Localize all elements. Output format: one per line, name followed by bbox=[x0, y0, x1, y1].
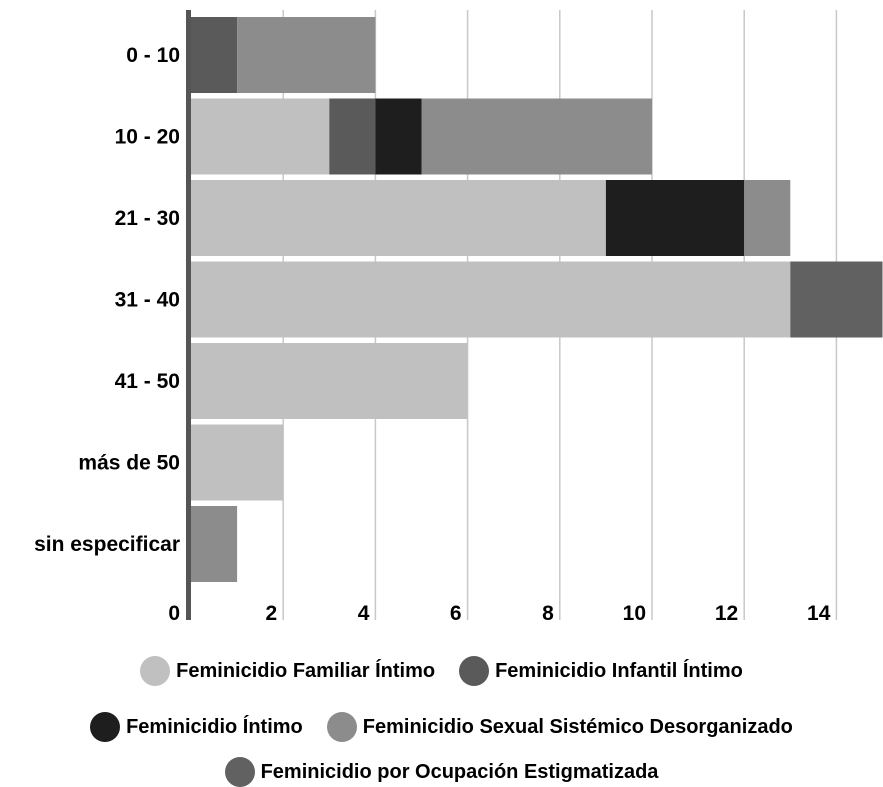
x-tick-label: 4 bbox=[358, 602, 370, 625]
category-label: sin especificar bbox=[34, 533, 180, 556]
bar-segment bbox=[191, 98, 330, 175]
category-label: 10 - 20 bbox=[115, 126, 180, 149]
legend-swatch-intimo bbox=[90, 712, 121, 742]
x-tick-labels: 0 2 4 6 8 10 12 14 bbox=[168, 602, 830, 625]
category-label: 41 - 50 bbox=[115, 370, 180, 393]
bar-segment bbox=[191, 261, 791, 338]
category-labels: 0 - 10 10 - 20 21 - 30 31 - 40 41 - 50 más de… bbox=[34, 44, 180, 556]
x-tick-label: 10 bbox=[623, 602, 646, 625]
legend-label-ocupacion-estigmatizada: Feminicidio por Ocupación Estigmatizada bbox=[260, 760, 659, 783]
bar-segment bbox=[329, 98, 376, 175]
bar-segment bbox=[191, 17, 238, 93]
legend-swatch-sexual-sistemico bbox=[326, 712, 357, 742]
legend-swatch-infantil-intimo bbox=[459, 656, 490, 686]
bar-segment bbox=[191, 506, 238, 582]
category-label: 21 - 30 bbox=[115, 207, 180, 230]
category-label: 31 - 40 bbox=[115, 289, 180, 312]
x-tick-label: 8 bbox=[542, 602, 554, 625]
legend-label-sexual-sistemico: Feminicidio Sexual Sistémico Desorganiza… bbox=[362, 715, 793, 738]
legend-row-3: Feminicidio por Ocupación Estigmatizada bbox=[0, 757, 883, 787]
legend-item-intimo: Feminicidio Íntimo bbox=[90, 712, 303, 742]
x-tick-label: 12 bbox=[715, 602, 738, 625]
legend-item-sexual-sistemico: Feminicidio Sexual Sistémico Desorganiza… bbox=[326, 712, 793, 742]
bar-segment bbox=[605, 180, 745, 256]
bars bbox=[191, 17, 883, 582]
legend-label-infantil-intimo: Feminicidio Infantil Íntimo bbox=[495, 659, 743, 682]
legend-swatch-ocupacion-estigmatizada bbox=[224, 757, 255, 787]
legend-label-intimo: Feminicidio Íntimo bbox=[126, 715, 303, 738]
chart: 0 - 10 10 - 20 21 - 30 31 - 40 41 - 50 más de… bbox=[34, 10, 883, 625]
x-tick-label: 2 bbox=[266, 602, 278, 625]
x-tick-label: 6 bbox=[450, 602, 462, 625]
bar-segment bbox=[191, 424, 284, 501]
bar-segment bbox=[375, 98, 422, 175]
legend-row-2: Feminicidio Íntimo Feminicidio Sexual Si… bbox=[0, 712, 883, 742]
x-tick-label: 0 bbox=[168, 602, 180, 625]
bar-segment bbox=[191, 180, 606, 256]
legend-label-familiar-intimo: Feminicidio Familiar Íntimo bbox=[176, 659, 436, 682]
bar-segment bbox=[790, 261, 883, 338]
bar-segment bbox=[421, 98, 652, 175]
legend-row-1: Feminicidio Familiar Íntimo Feminicidio … bbox=[0, 656, 883, 686]
category-label: más de 50 bbox=[78, 452, 180, 475]
bar-segment bbox=[237, 17, 376, 93]
bar-segment bbox=[191, 343, 468, 419]
legend-item-familiar-intimo: Feminicidio Familiar Íntimo bbox=[140, 656, 435, 686]
x-tick-label: 14 bbox=[807, 602, 831, 625]
legend-item-ocupacion-estigmatizada: Feminicidio por Ocupación Estigmatizada bbox=[224, 757, 659, 787]
legend-swatch-familiar-intimo bbox=[140, 656, 171, 686]
category-label: 0 - 10 bbox=[126, 44, 180, 67]
bar-segment bbox=[744, 180, 791, 256]
y-axis-line bbox=[186, 10, 191, 620]
legend-item-infantil-intimo: Feminicidio Infantil Íntimo bbox=[459, 656, 743, 686]
